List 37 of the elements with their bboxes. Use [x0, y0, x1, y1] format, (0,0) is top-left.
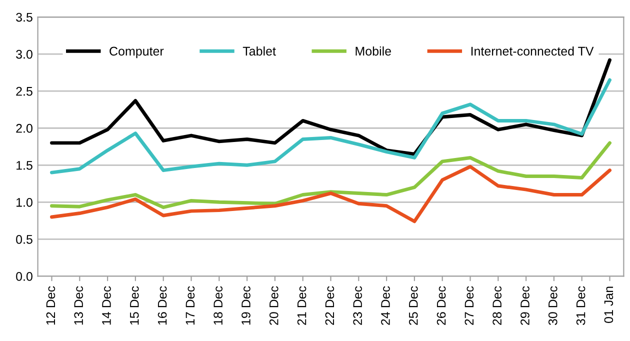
x-tick-label: 13 Dec: [74, 286, 84, 325]
x-tick-label: 17 Dec: [186, 286, 195, 325]
x-tick-label: 15 Dec: [130, 286, 139, 325]
x-tick-label: 25 Dec: [408, 286, 418, 325]
x-tick-label: 01 Jan: [604, 286, 614, 323]
y-tick-label: 3.5: [16, 12, 32, 22]
x-tick-label: 26 Dec: [436, 286, 446, 325]
x-tick-label: 16 Dec: [158, 286, 167, 325]
legend-label: Internet-connected TV: [471, 46, 594, 56]
x-tick-label: 28 Dec: [492, 286, 502, 325]
x-tick-label: 14 Dec: [102, 286, 111, 325]
y-tick-label: 1.5: [16, 161, 32, 170]
legend-label: Computer: [110, 46, 164, 58]
y-tick-label: 3.0: [16, 50, 32, 59]
line-series: [50, 78, 612, 174]
x-tick-label: 30 Dec: [548, 286, 558, 326]
x-tick-label: 27 Dec: [464, 286, 474, 325]
x-tick-label: 18 Dec: [214, 286, 223, 325]
y-tick-label: 2.5: [16, 86, 32, 96]
x-tick-label: 21 Dec: [297, 286, 306, 325]
x-tick-label: 20 Dec: [269, 286, 278, 325]
legend-label: Tablet: [242, 46, 276, 56]
x-tick-label: 22 Dec: [325, 286, 334, 325]
legend-label: Mobile: [356, 46, 391, 56]
y-tick-label: 0.0: [16, 272, 32, 281]
y-tick-label: 2.0: [16, 124, 32, 133]
y-tick-label: 1.0: [16, 198, 32, 207]
x-tick-label: 12 Dec: [46, 286, 56, 325]
line-series: [50, 141, 612, 210]
x-tick-label: 23 Dec: [353, 286, 362, 325]
line-series: [50, 58, 612, 156]
x-tick-label: 31 Dec: [576, 286, 586, 326]
x-tick-label: 29 Dec: [520, 286, 530, 325]
x-tick-label: 24 Dec: [381, 286, 390, 325]
line-series: [50, 164, 612, 224]
y-tick-label: 0.5: [16, 234, 32, 244]
x-tick-label: 19 Dec: [242, 286, 250, 325]
